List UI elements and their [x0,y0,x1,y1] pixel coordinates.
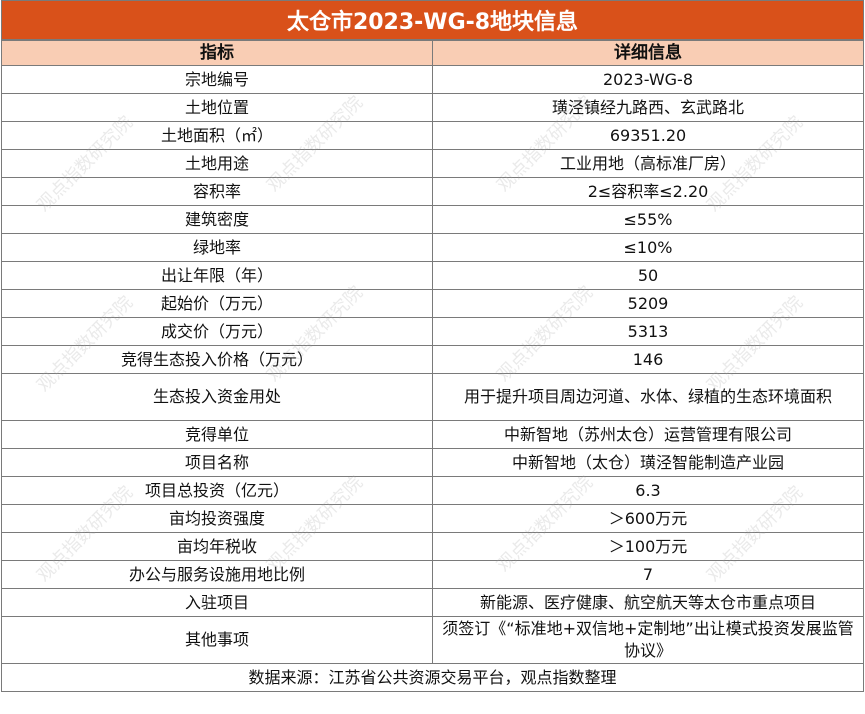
table-row: 亩均年税收 ＞100万元 [1,532,864,561]
table-row: 竞得生态投入价格（万元） 146 [1,345,864,374]
row-label: 项目名称 [1,448,433,477]
row-value: 须签订《“标准地+双信地+定制地”出让模式投资发展监管协议》 [432,616,864,664]
table-title: 太仓市2023-WG-8地块信息 [1,0,864,40]
row-label: 项目总投资（亿元） [1,476,433,505]
row-label: 办公与服务设施用地比例 [1,560,433,589]
row-label: 竞得生态投入价格（万元） [1,345,433,374]
row-value: ＞100万元 [432,532,864,561]
data-source-note: 数据来源：江苏省公共资源交易平台，观点指数整理 [1,663,864,692]
row-label: 土地面积（㎡） [1,121,433,150]
row-label: 其他事项 [1,616,433,664]
row-value: 5313 [432,317,864,346]
table-row: 出让年限（年） 50 [1,261,864,290]
table-row: 生态投入资金用处 用于提升项目周边河道、水体、绿植的生态环境面积 [1,373,864,421]
row-label: 建筑密度 [1,205,433,234]
row-label: 生态投入资金用处 [1,373,433,421]
header-details: 详细信息 [432,40,864,66]
row-label: 成交价（万元） [1,317,433,346]
table-row: 其他事项 须签订《“标准地+双信地+定制地”出让模式投资发展监管协议》 [1,616,864,664]
row-label: 亩均投资强度 [1,504,433,533]
row-value: ≤55% [432,205,864,234]
table-row: 宗地编号 2023-WG-8 [1,65,864,94]
row-value: 2≤容积率≤2.20 [432,177,864,206]
row-value: 新能源、医疗健康、航空航天等太仓市重点项目 [432,588,864,617]
row-value: 50 [432,261,864,290]
row-label: 土地用途 [1,149,433,178]
row-value: 2023-WG-8 [432,65,864,94]
header-indicator: 指标 [1,40,433,66]
table-row: 绿地率 ≤10% [1,233,864,262]
table-row: 起始价（万元） 5209 [1,289,864,318]
row-value: ≤10% [432,233,864,262]
row-value: 用于提升项目周边河道、水体、绿植的生态环境面积 [432,373,864,421]
row-value: 69351.20 [432,121,864,150]
table-row: 成交价（万元） 5313 [1,317,864,346]
row-label: 容积率 [1,177,433,206]
row-value: 146 [432,345,864,374]
table-row: 土地用途 工业用地（高标准厂房） [1,149,864,178]
table-row: 办公与服务设施用地比例 7 [1,560,864,589]
row-value: 5209 [432,289,864,318]
row-value: ＞600万元 [432,504,864,533]
row-label: 亩均年税收 [1,532,433,561]
row-value: 工业用地（高标准厂房） [432,149,864,178]
info-table-container: 太仓市2023-WG-8地块信息 指标 详细信息 宗地编号 2023-WG-8 土… [1,0,864,692]
row-label: 入驻项目 [1,588,433,617]
info-table: 指标 详细信息 宗地编号 2023-WG-8 土地位置 璜泾镇经九路西、玄武路北 土… [1,40,864,692]
row-value: 6.3 [432,476,864,505]
row-label: 竞得单位 [1,420,433,449]
source-row: 数据来源：江苏省公共资源交易平台，观点指数整理 [1,663,864,692]
row-value: 中新智地（苏州太仓）运营管理有限公司 [432,420,864,449]
row-value: 璜泾镇经九路西、玄武路北 [432,93,864,122]
table-row: 土地面积（㎡） 69351.20 [1,121,864,150]
row-value: 中新智地（太仓）璜泾智能制造产业园 [432,448,864,477]
table-row: 竞得单位 中新智地（苏州太仓）运营管理有限公司 [1,420,864,449]
table-row: 土地位置 璜泾镇经九路西、玄武路北 [1,93,864,122]
row-value: 7 [432,560,864,589]
table-row: 建筑密度 ≤55% [1,205,864,234]
row-label: 宗地编号 [1,65,433,94]
table-row: 入驻项目 新能源、医疗健康、航空航天等太仓市重点项目 [1,588,864,617]
table-row: 项目总投资（亿元） 6.3 [1,476,864,505]
table-row: 项目名称 中新智地（太仓）璜泾智能制造产业园 [1,448,864,477]
row-label: 土地位置 [1,93,433,122]
row-label: 出让年限（年） [1,261,433,290]
row-label: 起始价（万元） [1,289,433,318]
table-row: 亩均投资强度 ＞600万元 [1,504,864,533]
table-row: 容积率 2≤容积率≤2.20 [1,177,864,206]
row-label: 绿地率 [1,233,433,262]
header-row: 指标 详细信息 [1,40,864,66]
